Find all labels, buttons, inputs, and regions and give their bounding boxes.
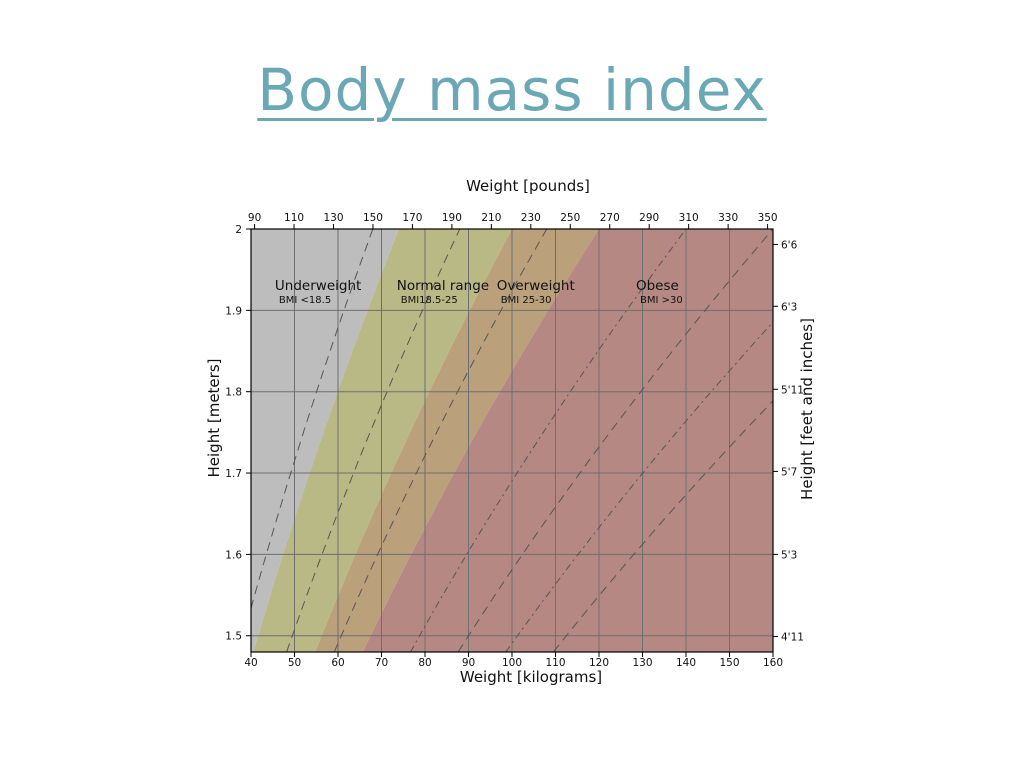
- x-bottom-tick-label: 60: [331, 657, 344, 669]
- y-left-tick-label: 1.5: [225, 631, 242, 643]
- x-bottom-tick-label: 150: [719, 657, 739, 669]
- region-label: Normal range: [397, 278, 489, 294]
- bmi-contours: [251, 229, 773, 652]
- x-bottom-tick-label: 120: [589, 657, 609, 669]
- y-right-tick-label: 6'6: [781, 239, 798, 251]
- bmi-contour-45: [505, 321, 773, 652]
- grid-lines: [251, 229, 773, 652]
- bmi-contour-27: [333, 229, 548, 652]
- slide-title-text: Body mass index: [257, 56, 767, 124]
- x-top-tick-label: 350: [758, 212, 778, 224]
- x-bottom-tick-label: 40: [244, 657, 257, 669]
- y-left-tick-label: 1.9: [225, 305, 242, 317]
- y-left-tick-label: 1.7: [225, 468, 242, 480]
- x-bottom-tick-label: 140: [676, 657, 696, 669]
- region-label: Underweight: [275, 278, 361, 294]
- x-bottom-tick-label: 80: [418, 657, 431, 669]
- region-sublabel: BMI18.5-25: [401, 295, 458, 306]
- x-top-tick-label: 330: [718, 212, 738, 224]
- axis-ticks: 40 50 60 70 80 90 100 110 120 130 140 150 160 90 110 13…: [225, 212, 804, 669]
- region-2: [315, 229, 599, 652]
- x-top-tick-label: 250: [560, 212, 580, 224]
- x-bottom-tick-label: 100: [502, 657, 522, 669]
- region-sublabel: BMI >30: [640, 295, 683, 306]
- region-1: [253, 229, 513, 652]
- bmi-contour-50: [553, 400, 773, 652]
- y-left-tick-label: 1.6: [225, 549, 242, 561]
- x-top-tick-label: 290: [639, 212, 659, 224]
- x-bottom-axis-label: Weight [kilograms]: [460, 668, 602, 686]
- x-top-tick-label: 210: [481, 212, 501, 224]
- x-bottom-tick-label: 110: [545, 657, 565, 669]
- y-right-tick-label: 5'11: [781, 384, 804, 396]
- x-bottom-tick-label: 90: [462, 657, 475, 669]
- y-right-axis-label: Height [feet and inches]: [798, 318, 816, 500]
- x-top-tick-label: 190: [442, 212, 462, 224]
- region-0: [251, 229, 399, 652]
- x-bottom-tick-label: 130: [632, 657, 652, 669]
- x-bottom-tick-label: 160: [763, 657, 783, 669]
- y-right-tick-label: 6'3: [781, 301, 797, 313]
- x-bottom-tick-label: 70: [375, 657, 388, 669]
- x-top-tick-label: 150: [363, 212, 383, 224]
- y-left-tick-label: 1.8: [225, 387, 242, 399]
- x-top-tick-label: 310: [679, 212, 699, 224]
- y-left-axis-label: Height [meters]: [205, 359, 223, 478]
- x-top-tick-label: 130: [323, 212, 343, 224]
- x-top-tick-label: 230: [521, 212, 541, 224]
- bmi-contour-40: [457, 229, 773, 652]
- region-sublabel: BMI <18.5: [279, 295, 331, 306]
- y-left-tick-label: 2: [235, 224, 242, 236]
- slide-title: Body mass index: [0, 56, 1024, 124]
- bmi-regions: [251, 229, 773, 652]
- x-top-tick-label: 170: [402, 212, 422, 224]
- region-label: Overweight: [497, 278, 575, 294]
- x-top-tick-label: 110: [284, 212, 304, 224]
- x-top-axis-label: Weight [pounds]: [466, 177, 590, 195]
- bmi-contour-17: [251, 229, 374, 611]
- y-right-tick-label: 5'3: [781, 549, 797, 561]
- x-top-tick-label: 270: [600, 212, 620, 224]
- region-sublabel: BMI 25-30: [501, 295, 552, 306]
- region-3: [362, 229, 773, 652]
- bmi-contour-22: [286, 229, 461, 652]
- x-top-tick-label: 90: [248, 212, 261, 224]
- region-label: Obese: [636, 278, 679, 294]
- x-bottom-tick-label: 50: [288, 657, 301, 669]
- y-right-tick-label: 5'7: [781, 466, 797, 478]
- y-right-tick-label: 4'11: [781, 632, 804, 644]
